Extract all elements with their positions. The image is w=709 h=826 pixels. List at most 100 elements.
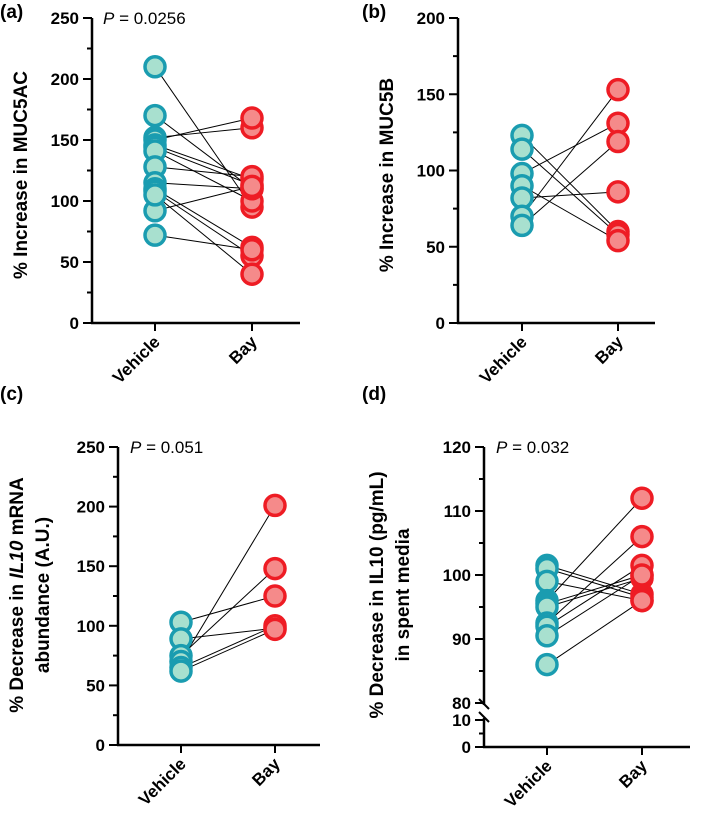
vehicle-point [143, 103, 167, 128]
bay-point [630, 486, 654, 510]
bay-point [263, 493, 287, 518]
p-value-text: = 0.051 [141, 438, 203, 457]
y-tick-label: 100 [417, 162, 445, 181]
y-tick-label: 50 [86, 676, 105, 695]
pair-line [180, 625, 276, 668]
pair-line [546, 580, 643, 602]
p-value-text: = 0.0256 [114, 9, 185, 28]
y-tick-label: 50 [60, 253, 79, 272]
y-tick-label: 100 [51, 192, 79, 211]
vehicle-point [535, 569, 559, 594]
vehicle-point [510, 137, 534, 161]
vehicle-point [535, 652, 559, 677]
pair-line [546, 577, 643, 608]
y-tick-label: 120 [443, 438, 471, 457]
p-symbol: P [103, 9, 115, 28]
pair-line [154, 144, 253, 180]
pair-line [546, 536, 643, 624]
panel-label: (c) [0, 384, 23, 405]
y-tick-label: 0 [70, 314, 79, 333]
x-tick-label-bay: Bay [615, 756, 651, 792]
bay-point [240, 238, 264, 262]
vehicle-point [143, 183, 167, 207]
panel-c: 0 50 100 150 200 250 Vehicle Bay (c) P = 0.051 % D… [0, 384, 320, 809]
p-value: P = 0.051 [130, 438, 203, 457]
pair-line [180, 595, 276, 623]
p-value: P = 0.032 [496, 438, 569, 457]
pair-line [154, 190, 253, 257]
y-tick-label: 150 [51, 131, 79, 150]
y-tick-label: 0 [462, 738, 471, 757]
pair-line [154, 182, 253, 190]
y-tick-label: 110 [444, 502, 471, 521]
bay-point [240, 106, 264, 130]
y-label-gene: IL10 [7, 540, 28, 578]
x-tick-label-vehicle: Vehicle [135, 754, 190, 809]
y-tick-label: 150 [77, 557, 105, 576]
bay-point [606, 77, 630, 102]
pair-line [154, 66, 253, 208]
pair-line [521, 122, 619, 174]
pair-line [154, 234, 253, 251]
y-axis-label: % Decrease in IL10 (pg/mL) [367, 471, 388, 718]
vehicle-point [143, 223, 167, 247]
pair-line [154, 115, 253, 190]
axis-break-mark [478, 711, 490, 723]
pair-line [154, 150, 253, 202]
pair-line [180, 627, 276, 640]
y-tick-label: 100 [443, 566, 471, 585]
x-tick-label-vehicle: Vehicle [476, 332, 531, 387]
bay-point [630, 563, 654, 587]
y-tick-label: 50 [426, 238, 445, 257]
vehicle-point [510, 213, 534, 238]
bay-point [606, 129, 630, 154]
bay-point [240, 174, 264, 199]
vehicle-point [169, 659, 193, 683]
x-tick-label-bay: Bay [225, 332, 261, 368]
y-axis-label: % Increase in MUC5AC [11, 71, 32, 279]
y-tick-label: 10 [452, 711, 471, 730]
pair-line [154, 166, 253, 178]
bay-point [240, 262, 264, 286]
y-axis-label: % Decrease in IL10 mRNA [7, 477, 28, 713]
x-tick-label-vehicle: Vehicle [501, 756, 556, 811]
panel-label: (d) [362, 384, 386, 405]
vehicle-point [143, 55, 167, 79]
pair-line [546, 497, 643, 601]
pair-line [546, 568, 643, 598]
y-tick-label: 150 [417, 85, 445, 104]
x-tick-label-bay: Bay [248, 754, 284, 790]
pair-line [180, 568, 276, 656]
pair-line [521, 191, 619, 199]
p-symbol: P [496, 438, 508, 457]
pair-line [154, 117, 253, 141]
panel-label: (b) [362, 2, 386, 23]
pair-line [154, 194, 253, 275]
p-value-text: = 0.032 [507, 438, 569, 457]
pair-line [180, 628, 276, 672]
y-tick-label: 200 [51, 70, 79, 89]
pair-line [546, 574, 643, 637]
pair-line [521, 148, 619, 235]
y-axis-label: abundance (A.U.) [33, 517, 54, 673]
p-value: P = 0.0256 [103, 9, 186, 28]
pair-line [154, 146, 253, 186]
y-tick-label: 80 [452, 694, 471, 713]
bay-point [606, 180, 630, 204]
y-label-part: mRNA [7, 477, 28, 541]
bay-point [263, 584, 287, 608]
bay-point [606, 228, 630, 253]
pair-line [154, 188, 253, 248]
y-tick-label: 0 [436, 314, 445, 333]
panel-b: 0 50 100 150 200 Vehicle Bay (b) % Increase in M… [362, 2, 655, 387]
pair-line [546, 600, 643, 666]
bay-point [630, 588, 654, 613]
y-tick-label: 90 [452, 630, 471, 649]
panel-a: 0 50 100 150 200 250 Vehicle Bay (a) P = 0.0256 % … [0, 2, 300, 387]
y-tick-label: 0 [96, 736, 105, 755]
y-tick-label: 200 [77, 498, 105, 517]
y-tick-label: 100 [77, 617, 105, 636]
panel-label: (a) [0, 2, 23, 23]
